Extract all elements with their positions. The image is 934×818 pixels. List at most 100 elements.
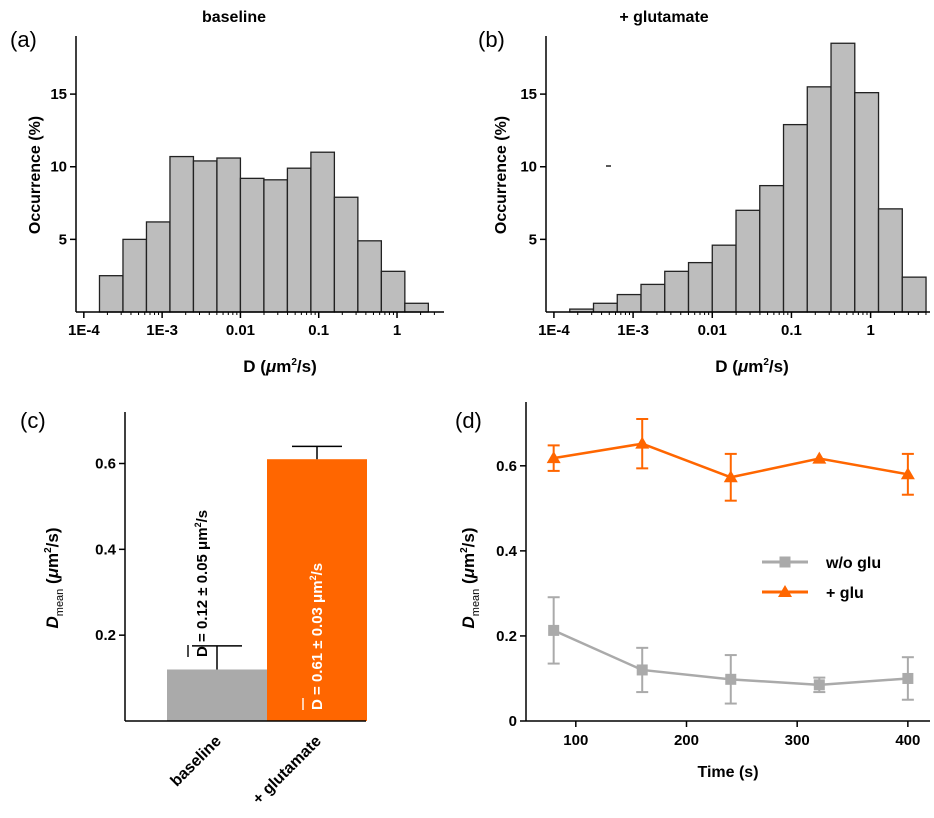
histogram-bar <box>664 270 690 313</box>
x-ticks-d: 100 200 300 400 <box>563 721 920 749</box>
x-tick-label: 1E-4 <box>68 322 100 339</box>
x-axis-label-a: D (μm2/s) <box>243 357 316 376</box>
x-tick-label: 1 <box>866 322 874 339</box>
x-ticks-b: 1E-4 1E-3 0.01 0.1 1 <box>538 312 927 339</box>
histogram-bars-b <box>569 42 927 313</box>
legend-marker-wo-glu <box>779 556 791 568</box>
histogram-bar <box>759 184 785 313</box>
bar-glutamate <box>267 459 367 721</box>
histogram-bar <box>310 151 336 313</box>
histogram-bar <box>687 261 713 313</box>
panel-label-a: (a) <box>10 27 37 52</box>
y-tick-label: 0 <box>509 713 517 730</box>
data-point-triangle <box>900 467 915 480</box>
data-point-square <box>725 673 737 685</box>
y-ticks-b: 5 10 15 <box>520 86 546 248</box>
histogram-bar <box>640 283 666 313</box>
histogram-bar <box>333 196 359 313</box>
data-point-triangle <box>546 451 561 464</box>
data-point-square <box>548 624 560 636</box>
histogram-bar <box>122 238 148 313</box>
series-wo-glu <box>547 596 914 705</box>
histogram-bar <box>854 92 880 313</box>
y-tick-label: 15 <box>50 86 67 103</box>
category-label-glutamate: + glutamate <box>250 733 325 808</box>
data-point-triangle <box>723 470 738 483</box>
x-tick-label: 400 <box>895 732 920 749</box>
y-tick-label: 15 <box>520 86 537 103</box>
y-ticks-d: 0 0.2 0.4 0.6 <box>496 458 526 730</box>
histogram-bar <box>380 270 406 313</box>
legend-label-glu: + glu <box>826 585 864 602</box>
data-point-triangle <box>635 436 650 449</box>
histogram-glutamate-panel: (b) + glutamate Occurrence (%) D (μm2/s)… <box>478 9 930 376</box>
histogram-bar <box>735 209 761 313</box>
x-tick-label: 100 <box>563 732 588 749</box>
legend-label-wo-glu: w/o glu <box>825 555 881 572</box>
y-tick-label: 0.6 <box>496 458 517 475</box>
histogram-bar <box>192 160 218 313</box>
histogram-bar <box>263 179 289 313</box>
y-axis-label-d: Dmean (μm2/s) <box>459 528 482 629</box>
data-point-triangle <box>812 451 827 464</box>
histogram-bars-a <box>98 151 429 313</box>
x-tick-label: 1E-3 <box>146 322 178 339</box>
x-axis-label-b: D (μm2/s) <box>715 357 788 376</box>
series-glu <box>546 418 915 502</box>
data-point-square <box>636 664 648 676</box>
histogram-bar <box>592 302 618 313</box>
panel-label-b: (b) <box>478 27 505 52</box>
y-tick-label: 5 <box>59 231 67 248</box>
mean-bars <box>167 445 367 721</box>
histogram-bar <box>286 167 312 313</box>
histogram-bar <box>616 293 642 313</box>
panel-label-d: (d) <box>455 408 482 433</box>
category-label-baseline: baseline <box>168 733 225 790</box>
histogram-bar <box>357 240 383 313</box>
bar-baseline <box>167 669 267 721</box>
y-tick-label: 0.2 <box>496 628 517 645</box>
histogram-bar <box>216 157 242 313</box>
y-tick-label: 0.4 <box>95 541 117 558</box>
data-point-square <box>813 679 825 691</box>
histogram-bar <box>239 177 265 313</box>
y-ticks-c: 0.2 0.4 0.6 <box>95 456 125 644</box>
y-tick-label: 10 <box>520 159 537 176</box>
histogram-bar <box>169 155 195 313</box>
series-group-d <box>546 418 915 705</box>
data-point-square <box>902 672 914 684</box>
y-tick-label: 0.4 <box>496 543 518 560</box>
histogram-bar <box>830 42 856 313</box>
bar-chart-mean-panel: (c) Dmean (μm2/s) 0.2 0.4 0.6 baseline + g… <box>20 408 367 808</box>
x-tick-label: 300 <box>785 732 810 749</box>
panel-label-c: (c) <box>20 408 46 433</box>
x-ticks-a: 1E-4 1E-3 0.01 0.1 1 <box>68 312 435 339</box>
chart-title-a: baseline <box>202 9 266 26</box>
chart-title-b: + glutamate <box>619 9 708 26</box>
x-axis-label-d: Time (s) <box>697 764 758 781</box>
y-tick-label: 0.2 <box>95 627 116 644</box>
y-ticks-a: 5 10 15 <box>50 86 76 248</box>
histogram-bar <box>711 244 737 313</box>
y-tick-label: 0.6 <box>95 456 116 473</box>
x-tick-label: 0.01 <box>226 322 255 339</box>
x-tick-label: 0.1 <box>781 322 802 339</box>
annotation-baseline-mean: D = 0.12 ± 0.05 μm2/s <box>187 510 211 657</box>
legend-marker-glu <box>778 585 792 597</box>
x-tick-label: 200 <box>674 732 699 749</box>
histogram-bar <box>877 208 903 313</box>
histogram-bar <box>806 86 832 313</box>
legend: w/o glu + glu <box>762 555 881 602</box>
x-tick-label: 0.1 <box>308 322 329 339</box>
histogram-bar <box>98 275 124 313</box>
y-tick-label: 10 <box>50 159 67 176</box>
y-axis-label-c: Dmean (μm2/s) <box>43 528 66 629</box>
histogram-bar <box>404 302 429 313</box>
y-axis-label-b: Occurrence (%) <box>493 116 510 234</box>
y-tick-label: 5 <box>529 231 537 248</box>
annotation-glutamate-text: D = 0.61 ± 0.03 μm2/s <box>308 563 326 710</box>
histogram-bar <box>782 123 808 313</box>
histogram-baseline-panel: (a) baseline Occurrence (%) D (μm2/s) 1E… <box>10 9 444 376</box>
y-axis-label-a: Occurrence (%) <box>27 116 44 234</box>
